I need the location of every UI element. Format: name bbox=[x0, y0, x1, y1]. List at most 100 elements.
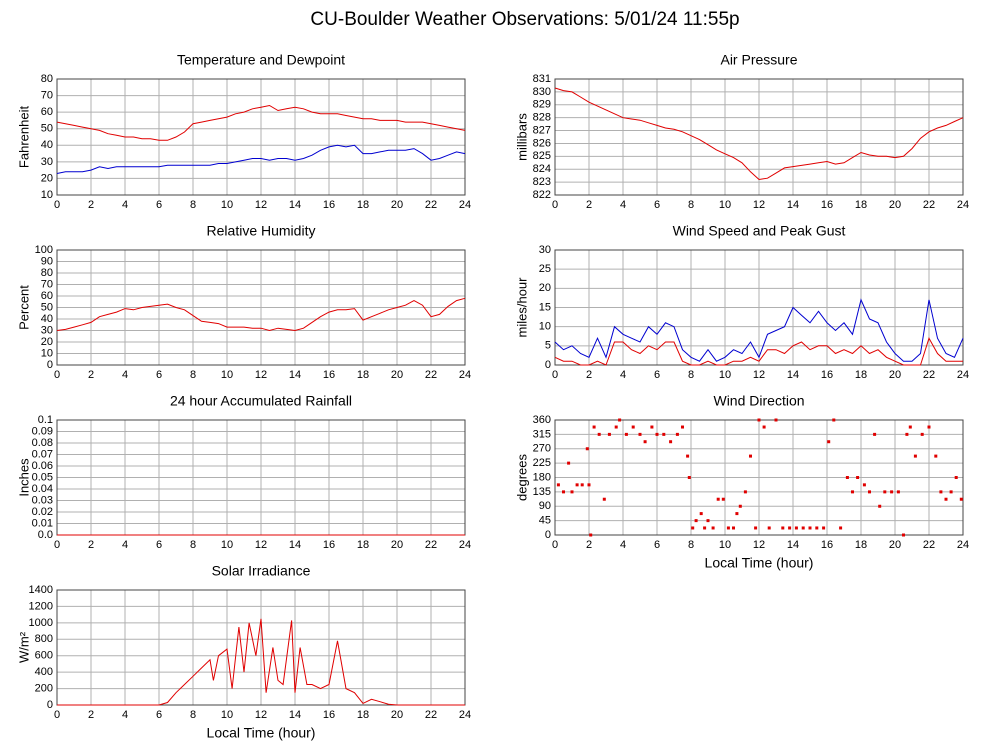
data-line bbox=[554, 336, 963, 366]
x-tick-label: 18 bbox=[855, 199, 867, 211]
data-point bbox=[703, 526, 707, 530]
x-tick-label: 2 bbox=[586, 199, 592, 211]
data-point bbox=[851, 490, 854, 494]
y-tick-label: 90 bbox=[539, 500, 551, 512]
x-tick-label: 2 bbox=[88, 199, 94, 211]
x-tick-label: 20 bbox=[391, 539, 403, 551]
y-tick-label: 5 bbox=[545, 340, 551, 352]
panel-title: Relative Humidity bbox=[207, 223, 316, 239]
x-tick-label: 24 bbox=[459, 369, 471, 381]
x-tick-label: 16 bbox=[821, 369, 833, 381]
data-point bbox=[716, 497, 720, 501]
x-tick-label: 16 bbox=[323, 369, 335, 381]
data-point bbox=[839, 526, 843, 530]
data-point bbox=[585, 447, 589, 451]
data-point bbox=[738, 504, 742, 508]
x-tick-label: 20 bbox=[391, 199, 403, 211]
x-tick-label: 6 bbox=[654, 539, 660, 551]
data-point bbox=[801, 526, 805, 530]
data-point bbox=[589, 533, 593, 537]
data-point bbox=[643, 440, 647, 444]
y-tick-label: 0.04 bbox=[32, 483, 53, 495]
panel-title: Wind Direction bbox=[713, 393, 804, 409]
y-tick-label: 827 bbox=[533, 124, 551, 136]
data-line bbox=[56, 144, 466, 174]
data-point bbox=[794, 526, 798, 530]
y-tick-label: 600 bbox=[35, 650, 53, 662]
data-point bbox=[711, 526, 715, 530]
x-tick-label: 20 bbox=[889, 199, 901, 211]
x-tick-label: 20 bbox=[889, 369, 901, 381]
x-tick-label: 6 bbox=[156, 539, 162, 551]
data-point bbox=[883, 490, 887, 494]
data-point bbox=[607, 432, 611, 436]
data-point bbox=[631, 425, 635, 429]
data-point bbox=[602, 497, 606, 501]
x-tick-label: 4 bbox=[122, 199, 128, 211]
data-point bbox=[757, 418, 761, 422]
x-tick-label: 2 bbox=[586, 369, 592, 381]
y-tick-label: 25 bbox=[539, 263, 551, 275]
data-point bbox=[687, 476, 691, 479]
y-tick-label: 829 bbox=[533, 99, 551, 111]
x-tick-label: 0 bbox=[552, 539, 558, 551]
y-tick-label: 0 bbox=[545, 529, 551, 541]
data-point bbox=[699, 512, 703, 516]
x-tick-label: 0 bbox=[54, 709, 60, 721]
y-tick-label: 800 bbox=[35, 633, 53, 645]
y-tick-label: 30 bbox=[41, 324, 53, 336]
x-axis-label: Local Time (hour) bbox=[207, 725, 316, 741]
data-point bbox=[580, 483, 584, 487]
data-point bbox=[735, 512, 739, 516]
x-tick-label: 22 bbox=[923, 369, 935, 381]
y-tick-label: 10 bbox=[41, 189, 53, 201]
x-tick-label: 22 bbox=[425, 369, 437, 381]
x-tick-label: 4 bbox=[122, 369, 128, 381]
data-line bbox=[554, 298, 964, 362]
x-tick-label: 18 bbox=[357, 199, 369, 211]
data-point bbox=[592, 425, 596, 429]
y-tick-label: 0 bbox=[47, 359, 53, 371]
y-tick-label: 30 bbox=[539, 244, 551, 256]
y-tick-label: 0.07 bbox=[32, 448, 53, 460]
y-tick-label: 100 bbox=[35, 244, 53, 256]
data-point bbox=[638, 432, 642, 436]
data-point bbox=[959, 497, 963, 501]
x-tick-label: 12 bbox=[255, 369, 267, 381]
y-tick-label: 315 bbox=[533, 428, 551, 440]
x-tick-label: 8 bbox=[688, 539, 694, 551]
x-tick-label: 12 bbox=[255, 709, 267, 721]
x-tick-label: 10 bbox=[719, 539, 731, 551]
x-axis-label: Local Time (hour) bbox=[705, 555, 814, 571]
data-point bbox=[686, 454, 690, 458]
y-tick-label: 50 bbox=[41, 301, 53, 313]
data-point bbox=[624, 432, 628, 436]
data-point bbox=[767, 526, 771, 530]
x-tick-label: 14 bbox=[289, 709, 301, 721]
y-tick-label: 360 bbox=[533, 414, 551, 426]
y-tick-label: 10 bbox=[539, 321, 551, 333]
y-tick-label: 270 bbox=[533, 443, 551, 455]
x-tick-label: 22 bbox=[923, 199, 935, 211]
y-tick-label: 0.0 bbox=[38, 529, 53, 541]
y-tick-label: 822 bbox=[533, 189, 551, 201]
x-tick-label: 0 bbox=[552, 369, 558, 381]
x-tick-label: 10 bbox=[221, 709, 233, 721]
y-axis-label: millibars bbox=[514, 113, 529, 161]
x-tick-label: 14 bbox=[289, 369, 301, 381]
x-tick-label: 10 bbox=[719, 199, 731, 211]
plot-frame bbox=[56, 589, 466, 706]
panel-title: 24 hour Accumulated Rainfall bbox=[170, 393, 352, 409]
data-point bbox=[575, 483, 579, 487]
x-tick-label: 6 bbox=[654, 369, 660, 381]
x-tick-label: 18 bbox=[855, 369, 867, 381]
x-tick-label: 6 bbox=[156, 709, 162, 721]
x-tick-label: 6 bbox=[156, 199, 162, 211]
data-point bbox=[694, 519, 698, 523]
x-tick-label: 14 bbox=[787, 539, 799, 551]
x-tick-label: 8 bbox=[190, 539, 196, 551]
y-tick-label: 0.03 bbox=[32, 494, 53, 506]
data-point bbox=[913, 454, 917, 458]
data-point bbox=[726, 526, 730, 530]
plot-frame bbox=[56, 78, 466, 196]
